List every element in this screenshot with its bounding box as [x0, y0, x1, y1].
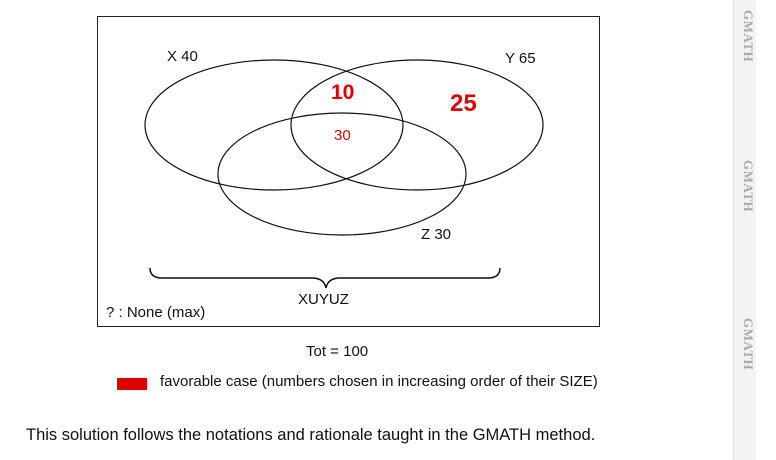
total-label: Tot = 100 [306, 343, 369, 360]
circle-z [217, 112, 467, 236]
circle-y [290, 59, 544, 191]
set-x-label: X 40 [167, 48, 198, 65]
watermark-text: GMATH [741, 318, 756, 371]
region-xy-value: 10 [331, 81, 355, 104]
footer-note: This solution follows the notations and … [26, 426, 596, 444]
region-y-value: 25 [450, 90, 477, 117]
set-y-label: Y 65 [505, 50, 536, 67]
circle-x [144, 59, 404, 191]
legend-swatch [117, 378, 147, 390]
region-xyz-value: 30 [334, 127, 351, 144]
union-brace [149, 267, 501, 289]
set-z-label: Z 30 [421, 226, 452, 243]
union-label: XUYUZ [298, 291, 349, 308]
watermark-text: GMATH [741, 160, 756, 213]
legend-text: favorable case (numbers chosen in increa… [160, 373, 598, 390]
watermark-strip: GMATH GMATH GMATH [733, 0, 756, 460]
watermark-text: GMATH [741, 10, 756, 63]
diagram-frame [97, 16, 600, 327]
none-label: ? : None (max) [106, 304, 206, 321]
